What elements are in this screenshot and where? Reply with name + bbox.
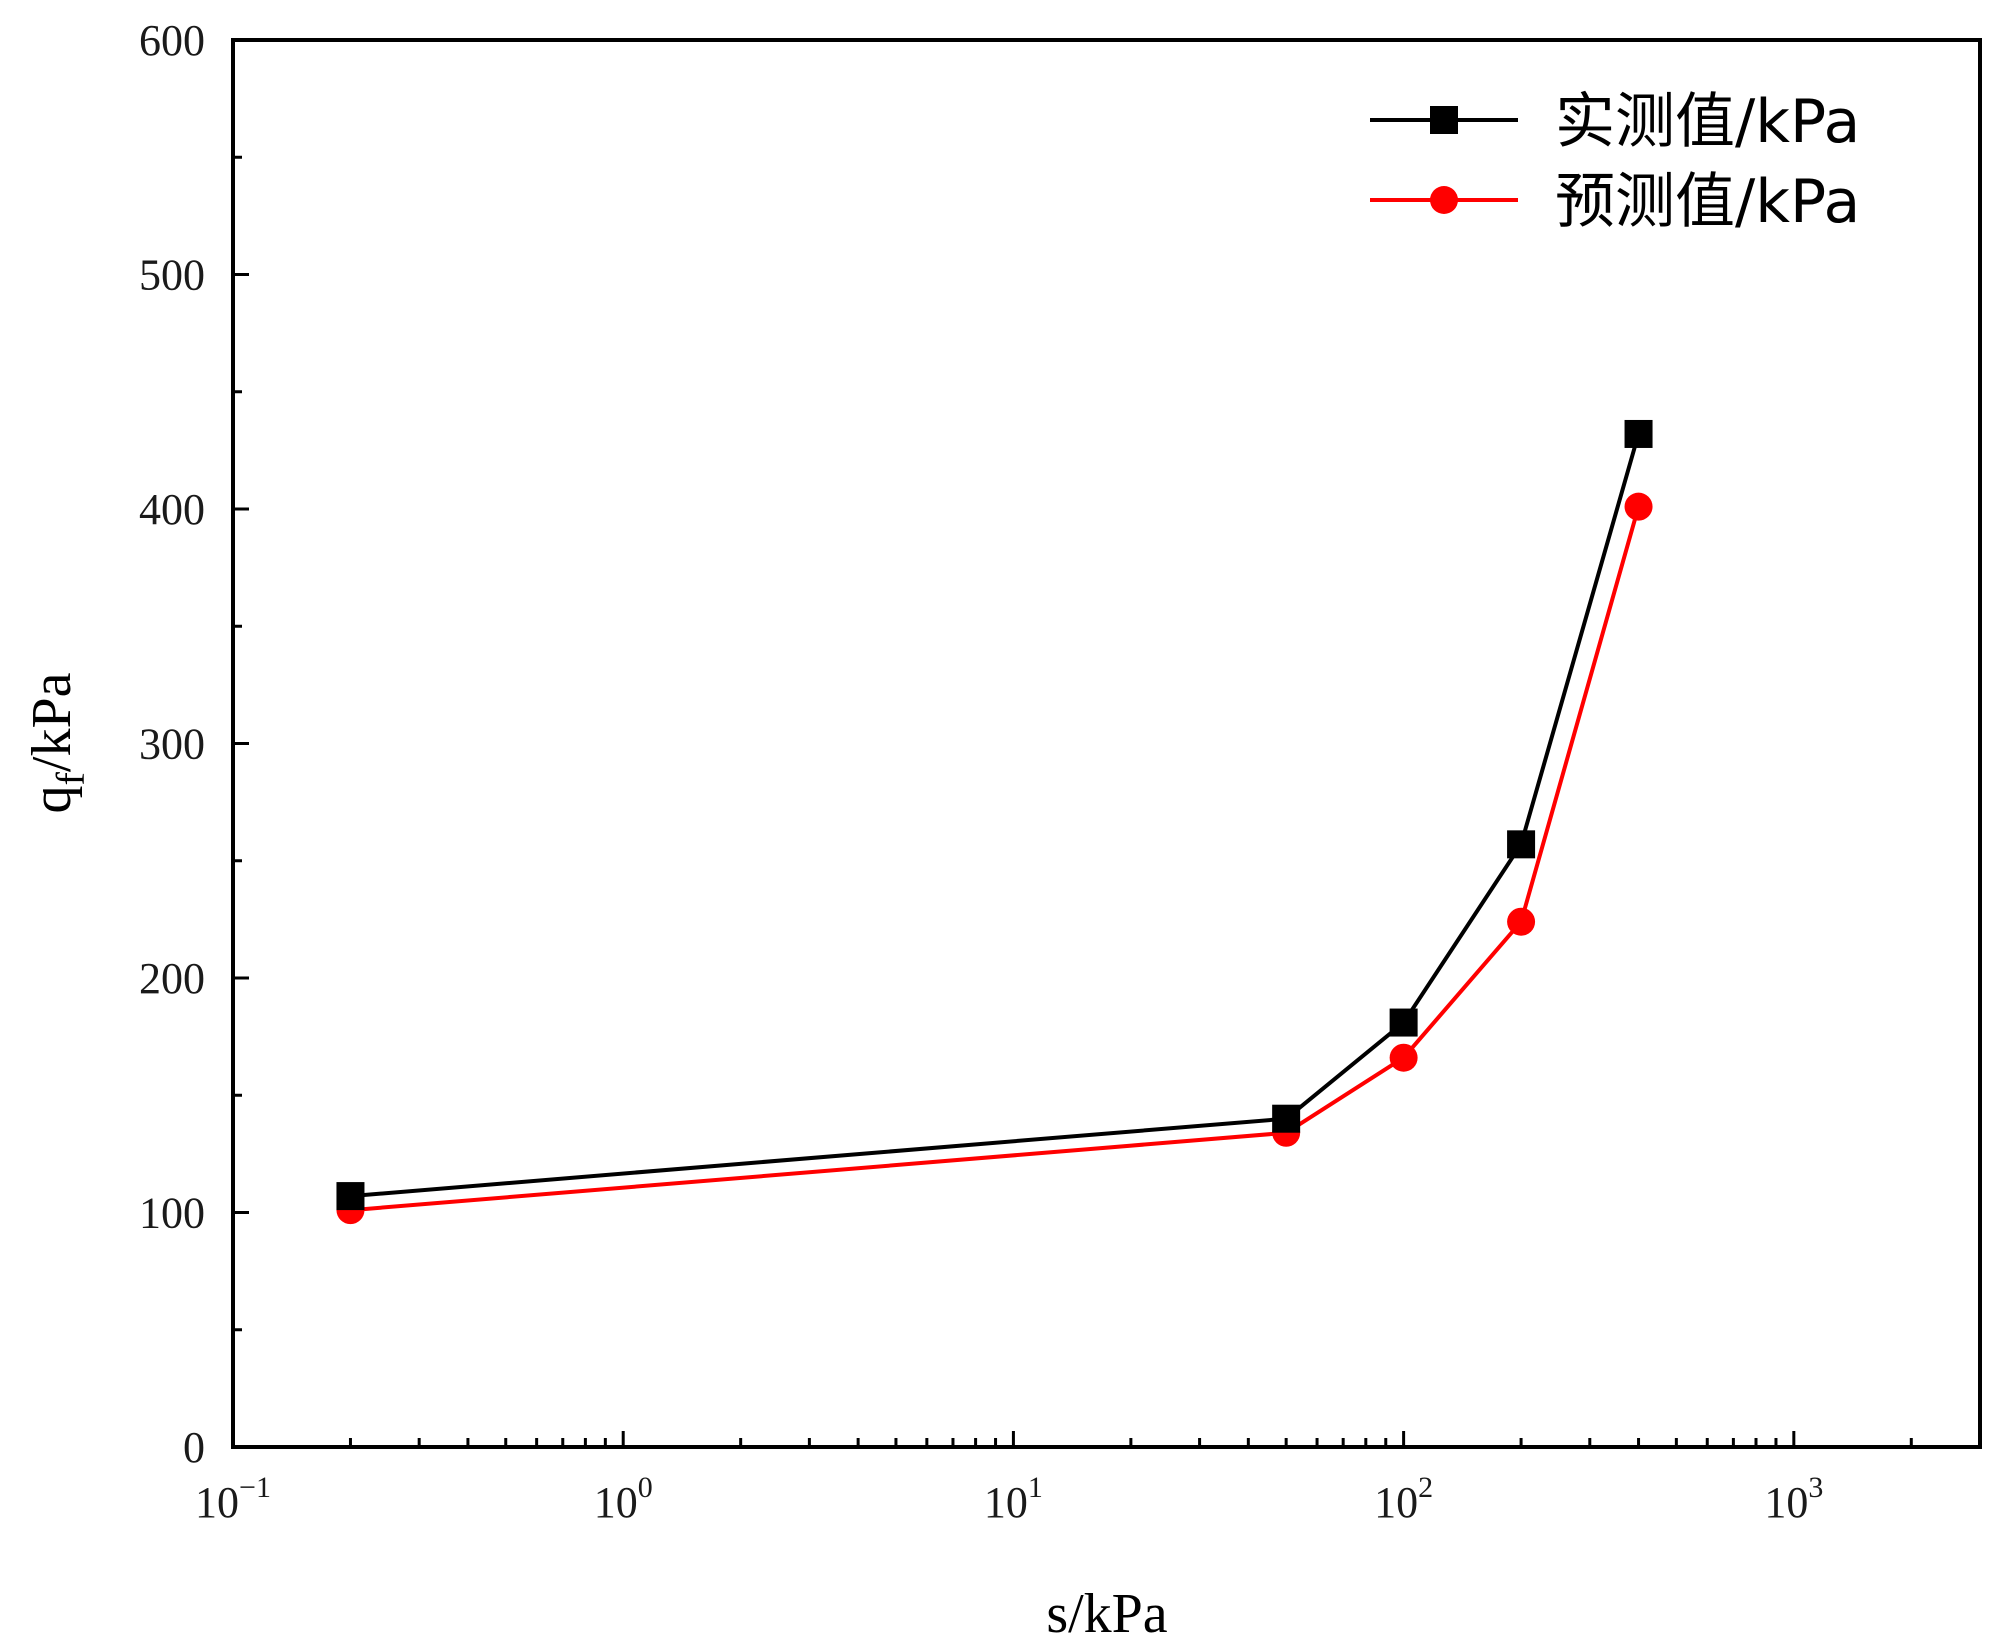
series-layer [336, 419, 1653, 1225]
data-point-measured [1389, 1008, 1418, 1037]
y-tick-label: 100 [139, 1189, 205, 1238]
x-axis: 10−1 100 101 102 103 [195, 1431, 1982, 1527]
y-axis: 0 100 200 300 400 500 600 [139, 16, 249, 1472]
series-line [350, 433, 1641, 1199]
y-tick-label: 0 [183, 1423, 205, 1472]
x-tick-label: 103 [1764, 1471, 1823, 1527]
y-tick-label: 200 [139, 954, 205, 1003]
y-tick-label: 500 [139, 251, 205, 300]
legend-marker-square [1430, 106, 1458, 134]
plot-frame [231, 38, 1982, 1449]
data-point-measured [336, 1182, 365, 1211]
x-axis-label: s/kPa [1046, 1583, 1167, 1645]
legend-label-predicted: 预测值/kPa [1555, 167, 1860, 237]
series-line [350, 506, 1641, 1213]
y-tick-label: 300 [139, 720, 205, 769]
data-point-predicted [1389, 1043, 1418, 1072]
x-tick-label: 101 [984, 1471, 1043, 1527]
data-point-measured [1272, 1104, 1301, 1133]
data-point-measured [1624, 419, 1653, 448]
x-tick-label: 102 [1374, 1471, 1433, 1527]
y-axis-label: qf/kPa [21, 672, 93, 813]
y-tick-label: 600 [139, 16, 205, 65]
y-tick-label: 400 [139, 485, 205, 534]
data-point-predicted [1507, 907, 1536, 936]
data-point-measured [1507, 830, 1536, 859]
x-tick-label: 10−1 [195, 1471, 271, 1527]
x-tick-label: 100 [594, 1471, 653, 1527]
legend-marker-circle [1430, 186, 1458, 214]
data-point-predicted [1624, 492, 1653, 521]
legend: 实测值/kPa 预测值/kPa [1370, 87, 1860, 237]
legend-label-measured: 实测值/kPa [1555, 87, 1860, 157]
